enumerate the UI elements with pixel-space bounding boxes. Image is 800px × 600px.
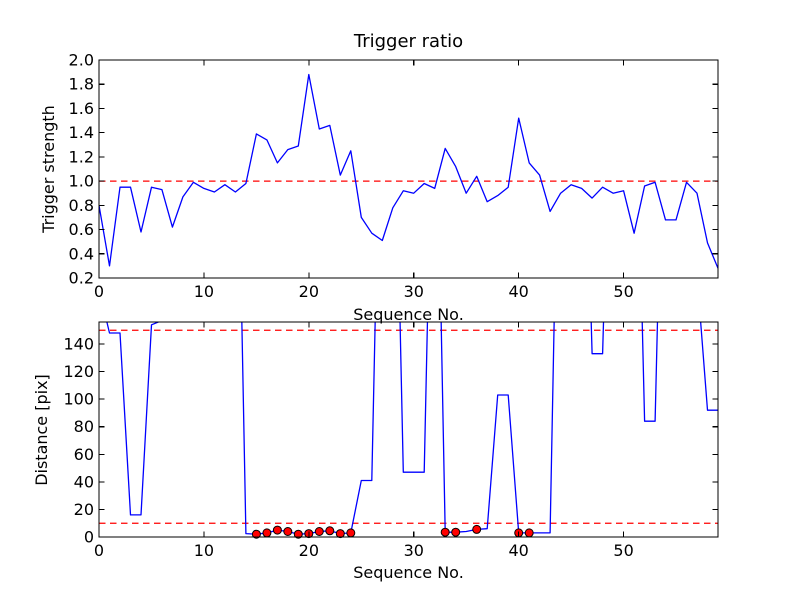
y-tick-label: 1.2: [69, 147, 94, 166]
x-tick-label: 10: [194, 282, 214, 301]
x-tick-label: 50: [613, 282, 633, 301]
detection-marker: [335, 529, 345, 539]
x-tick-label: 50: [613, 541, 633, 560]
y-tick-label: 1.4: [69, 123, 94, 142]
top-ylabel: Trigger strength: [39, 105, 58, 233]
y-tick-label: 0: [84, 528, 94, 547]
x-tick-label: 0: [94, 541, 104, 560]
x-tick-label: 20: [299, 541, 319, 560]
x-tick-label: 10: [194, 541, 214, 560]
x-tick-label: 30: [404, 282, 424, 301]
x-tick-label: 40: [508, 541, 528, 560]
x-tick-label: 40: [508, 282, 528, 301]
detection-marker: [314, 527, 324, 536]
x-tick-label: 20: [299, 282, 319, 301]
detection-marker: [293, 529, 303, 539]
y-tick-label: 2.0: [69, 51, 94, 70]
bottom-ylabel: Distance [pix]: [32, 374, 51, 486]
y-tick-label: 20: [74, 500, 94, 519]
y-tick-label: 120: [63, 362, 94, 381]
axes-frame: [98, 321, 719, 538]
y-tick-label: 1.8: [69, 75, 94, 94]
x-tick-label: 0: [94, 282, 104, 301]
detection-marker: [472, 524, 482, 534]
detection-marker: [451, 527, 461, 537]
y-tick-label: 0.8: [69, 196, 94, 215]
detection-marker: [251, 529, 261, 539]
chart-title: Trigger ratio: [353, 31, 464, 52]
detection-marker: [346, 528, 356, 538]
axes-frame: [98, 59, 719, 279]
y-tick-label: 0.4: [69, 244, 94, 263]
plot-area: [99, 322, 718, 537]
y-tick-label: 40: [74, 472, 94, 491]
detection-marker: [272, 525, 282, 535]
detection-marker: [440, 527, 450, 537]
y-tick-label: 100: [63, 390, 94, 409]
y-tick-label: 80: [74, 417, 94, 436]
plot-area: [99, 60, 718, 278]
y-tick-label: 1.6: [69, 99, 94, 118]
y-tick-label: 0.2: [69, 269, 94, 288]
detection-marker: [325, 526, 335, 536]
distance-line: [106, 322, 718, 535]
detection-marker: [262, 528, 272, 538]
bottom-xlabel: Sequence No.: [353, 563, 464, 582]
y-tick-label: 140: [63, 335, 94, 354]
trigger-strength-line: [99, 73, 718, 269]
detection-marker: [283, 527, 293, 536]
y-tick-label: 0.6: [69, 220, 94, 239]
top-xlabel: Sequence No.: [353, 305, 464, 324]
x-tick-label: 30: [404, 541, 424, 560]
detection-marker: [524, 528, 534, 538]
y-tick-label: 1.0: [69, 172, 94, 191]
y-tick-label: 60: [74, 445, 94, 464]
